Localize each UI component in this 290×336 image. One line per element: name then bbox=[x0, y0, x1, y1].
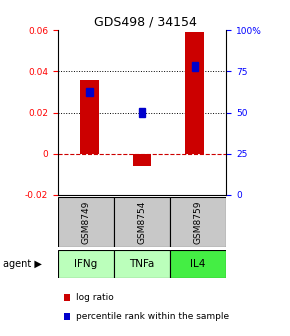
Bar bbox=[170, 250, 226, 278]
Bar bbox=[114, 197, 170, 247]
Bar bbox=[58, 197, 114, 247]
Text: log ratio: log ratio bbox=[76, 293, 114, 302]
Bar bbox=[191, 62, 198, 71]
Text: GSM8759: GSM8759 bbox=[194, 200, 203, 244]
Text: IFNg: IFNg bbox=[75, 259, 98, 269]
Text: GSM8749: GSM8749 bbox=[81, 200, 90, 244]
Bar bbox=[114, 250, 170, 278]
Bar bbox=[170, 197, 226, 247]
Bar bbox=[133, 154, 151, 166]
Bar bbox=[58, 250, 114, 278]
Text: IL4: IL4 bbox=[191, 259, 206, 269]
Text: TNFa: TNFa bbox=[129, 259, 155, 269]
Text: GDS498 / 34154: GDS498 / 34154 bbox=[94, 15, 196, 28]
Text: agent ▶: agent ▶ bbox=[3, 259, 42, 269]
Text: GSM8754: GSM8754 bbox=[137, 200, 147, 244]
Text: percentile rank within the sample: percentile rank within the sample bbox=[76, 312, 229, 321]
Bar bbox=[186, 32, 204, 154]
Bar bbox=[80, 80, 99, 154]
Bar bbox=[86, 88, 93, 96]
Bar bbox=[139, 109, 145, 117]
